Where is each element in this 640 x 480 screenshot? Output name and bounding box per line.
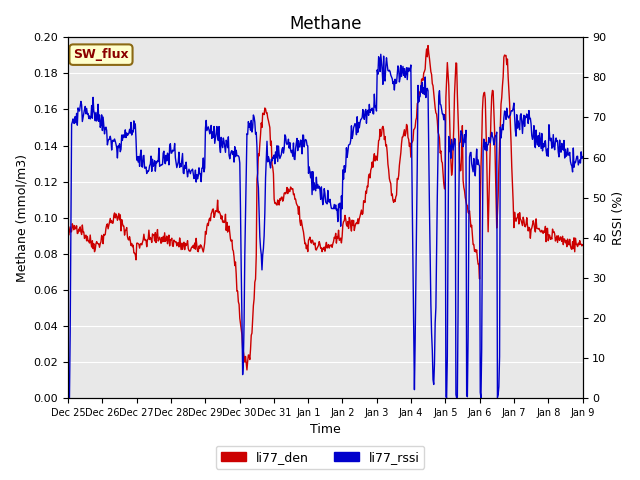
li77_den bbox=[424, 43, 432, 48]
li77_den bbox=[579, 242, 586, 248]
li77_rssi bbox=[404, 65, 412, 71]
li77_rssi bbox=[179, 170, 187, 176]
li77_den bbox=[127, 238, 134, 243]
li77_den bbox=[179, 247, 186, 252]
li77_rssi bbox=[74, 105, 82, 111]
Y-axis label: RSSI (%): RSSI (%) bbox=[612, 191, 625, 245]
X-axis label: Time: Time bbox=[310, 423, 340, 436]
li77_den bbox=[64, 231, 72, 237]
Line: li77_den: li77_den bbox=[68, 46, 582, 370]
li77_rssi bbox=[579, 154, 586, 160]
li77_rssi bbox=[207, 127, 214, 133]
li77_den bbox=[74, 231, 81, 237]
li77_rssi bbox=[65, 395, 72, 401]
li77_rssi bbox=[64, 393, 72, 399]
Legend: li77_den, li77_rssi: li77_den, li77_rssi bbox=[216, 446, 424, 469]
Title: Methane: Methane bbox=[289, 15, 362, 33]
li77_den bbox=[388, 191, 396, 197]
li77_den bbox=[403, 123, 411, 129]
li77_rssi bbox=[377, 51, 385, 57]
li77_den bbox=[243, 367, 251, 373]
li77_den bbox=[206, 215, 214, 221]
Line: li77_rssi: li77_rssi bbox=[68, 54, 582, 398]
Y-axis label: Methane (mmol/m3): Methane (mmol/m3) bbox=[15, 154, 28, 282]
li77_rssi bbox=[127, 120, 135, 125]
Text: SW_flux: SW_flux bbox=[73, 48, 129, 61]
li77_rssi bbox=[389, 81, 397, 86]
